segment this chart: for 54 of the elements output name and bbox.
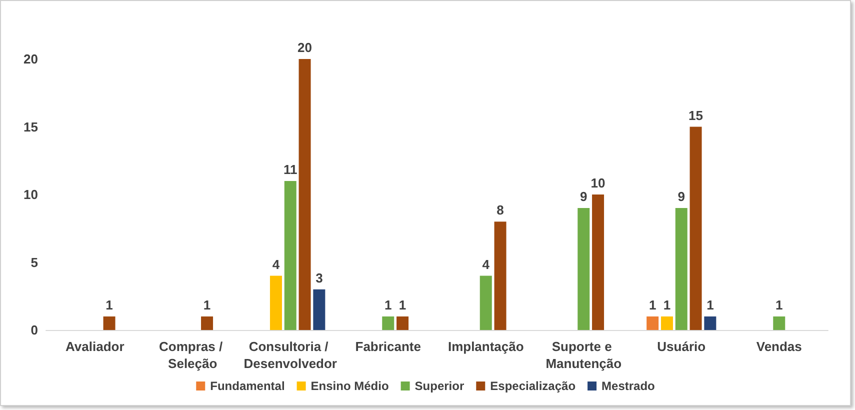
- bar: [773, 316, 786, 330]
- bar: [298, 59, 311, 330]
- data-label: 4: [272, 256, 280, 272]
- x-tick-label: Compras / Seleção: [159, 339, 226, 371]
- data-label: 1: [663, 297, 671, 312]
- data-label: 15: [688, 108, 704, 123]
- x-tick-label: Consultoria / Desenvolvedor: [244, 339, 337, 371]
- bar: [201, 316, 214, 330]
- bar: [675, 208, 688, 330]
- data-label: 9: [678, 189, 685, 204]
- legend-label: Superior: [414, 379, 464, 393]
- bar: [690, 126, 702, 330]
- legend-label: Especialização: [490, 379, 576, 393]
- y-tick-label: 10: [24, 187, 38, 202]
- legend-label: Fundamental: [210, 379, 285, 393]
- data-label: 4: [482, 256, 490, 272]
- data-label: 8: [496, 202, 504, 218]
- bar: [270, 276, 282, 330]
- bar: [480, 276, 492, 330]
- data-label: 1: [398, 297, 406, 312]
- data-label: 9: [580, 189, 588, 204]
- data-label: 10: [590, 176, 606, 190]
- legend-label: Ensino Médio: [310, 379, 389, 393]
- y-tick-label: 20: [24, 52, 38, 66]
- data-label: 1: [776, 297, 783, 312]
- bar: [704, 316, 716, 330]
- bar: [578, 208, 590, 330]
- data-label: 3: [316, 270, 323, 286]
- legend-label: Mestrado: [602, 379, 655, 393]
- data-label: 1: [203, 297, 211, 312]
- y-tick-label: 0: [30, 322, 38, 338]
- x-tick-label: Suporte e Manutenção: [546, 339, 622, 371]
- bar: [313, 289, 326, 330]
- bar: [660, 316, 673, 330]
- bar: [592, 194, 604, 330]
- bar: [646, 316, 659, 330]
- bar: [396, 316, 409, 330]
- y-tick-label: 15: [24, 119, 38, 134]
- data-label: 20: [298, 40, 312, 55]
- data-label: 1: [648, 297, 656, 312]
- bar: [103, 316, 116, 330]
- data-label: 1: [106, 297, 113, 312]
- y-tick-label: 5: [30, 254, 38, 270]
- data-label: 1: [706, 297, 714, 312]
- x-tick-label: Usuário: [657, 339, 706, 354]
- x-tick-label: Avaliador: [65, 339, 124, 354]
- data-label: 1: [384, 297, 392, 312]
- bar: [382, 316, 394, 330]
- x-tick-label: Vendas: [756, 339, 802, 354]
- data-label: 11: [284, 162, 298, 177]
- bar: [494, 222, 506, 330]
- x-tick-label: Implantação: [448, 339, 524, 354]
- x-tick-label: Fabricante: [355, 339, 421, 354]
- bar: [284, 180, 296, 330]
